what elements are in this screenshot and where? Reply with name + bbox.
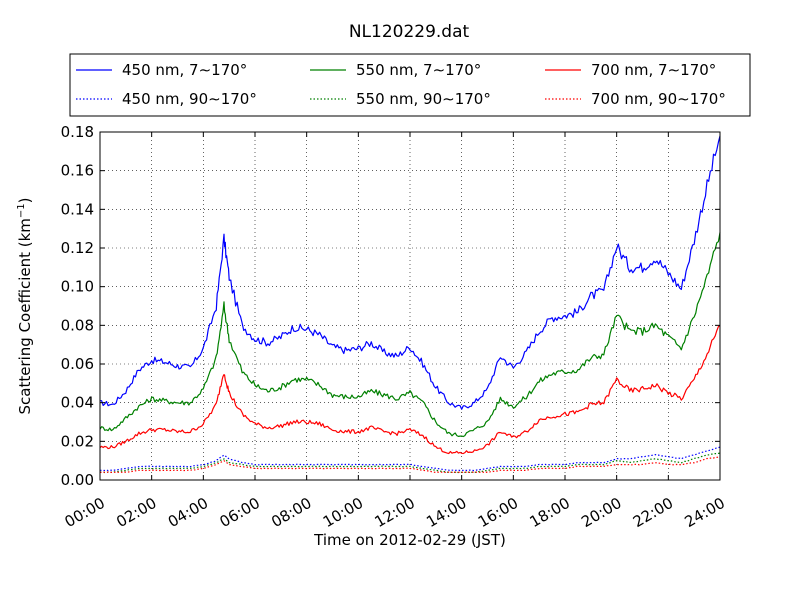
legend-box: [69, 53, 751, 117]
series-line: [99, 452, 721, 474]
y-tick-label: 0.16: [61, 162, 94, 180]
series-line: [99, 232, 721, 438]
y-tick-label: 0.18: [61, 123, 94, 141]
y-axis-label: Scattering Coefficient (km−1): [16, 197, 34, 414]
series-line: [99, 456, 721, 474]
y-tick-label: 0.00: [61, 471, 94, 489]
series-lines: [99, 135, 721, 474]
y-tick-label: 0.08: [61, 316, 94, 334]
legend: 450 nm, 7∼170° 550 nm, 7∼170° 700 nm, 7∼17…: [69, 53, 751, 117]
legend-label: 450 nm, 90∼170°: [122, 90, 257, 108]
y-tick-label: 0.14: [61, 200, 94, 218]
y-axis-label-close: ): [16, 197, 34, 203]
series-line: [99, 324, 721, 455]
legend-label: 450 nm, 7∼170°: [122, 61, 247, 79]
y-tick-label: 0.12: [61, 239, 94, 257]
legend-label: 700 nm, 7∼170°: [591, 61, 716, 79]
legend-label: 550 nm, 90∼170°: [356, 90, 491, 108]
y-tick-label: 0.06: [61, 355, 94, 373]
y-tick-label: 0.02: [61, 432, 94, 450]
chart-title: NL120229.dat: [349, 22, 470, 42]
x-axis-label: Time on 2012-02-29 (JST): [313, 531, 506, 549]
y-tick-label: 0.04: [61, 394, 94, 412]
series-line: [100, 446, 721, 472]
y-tick-label: 0.10: [61, 278, 94, 296]
y-axis-label-main: Scattering Coefficient (km: [16, 218, 34, 414]
y-axis-label-exponent: −1: [16, 203, 27, 218]
series-line: [100, 135, 721, 410]
legend-label: 700 nm, 90∼170°: [591, 90, 726, 108]
legend-label: 550 nm, 7∼170°: [356, 61, 481, 79]
